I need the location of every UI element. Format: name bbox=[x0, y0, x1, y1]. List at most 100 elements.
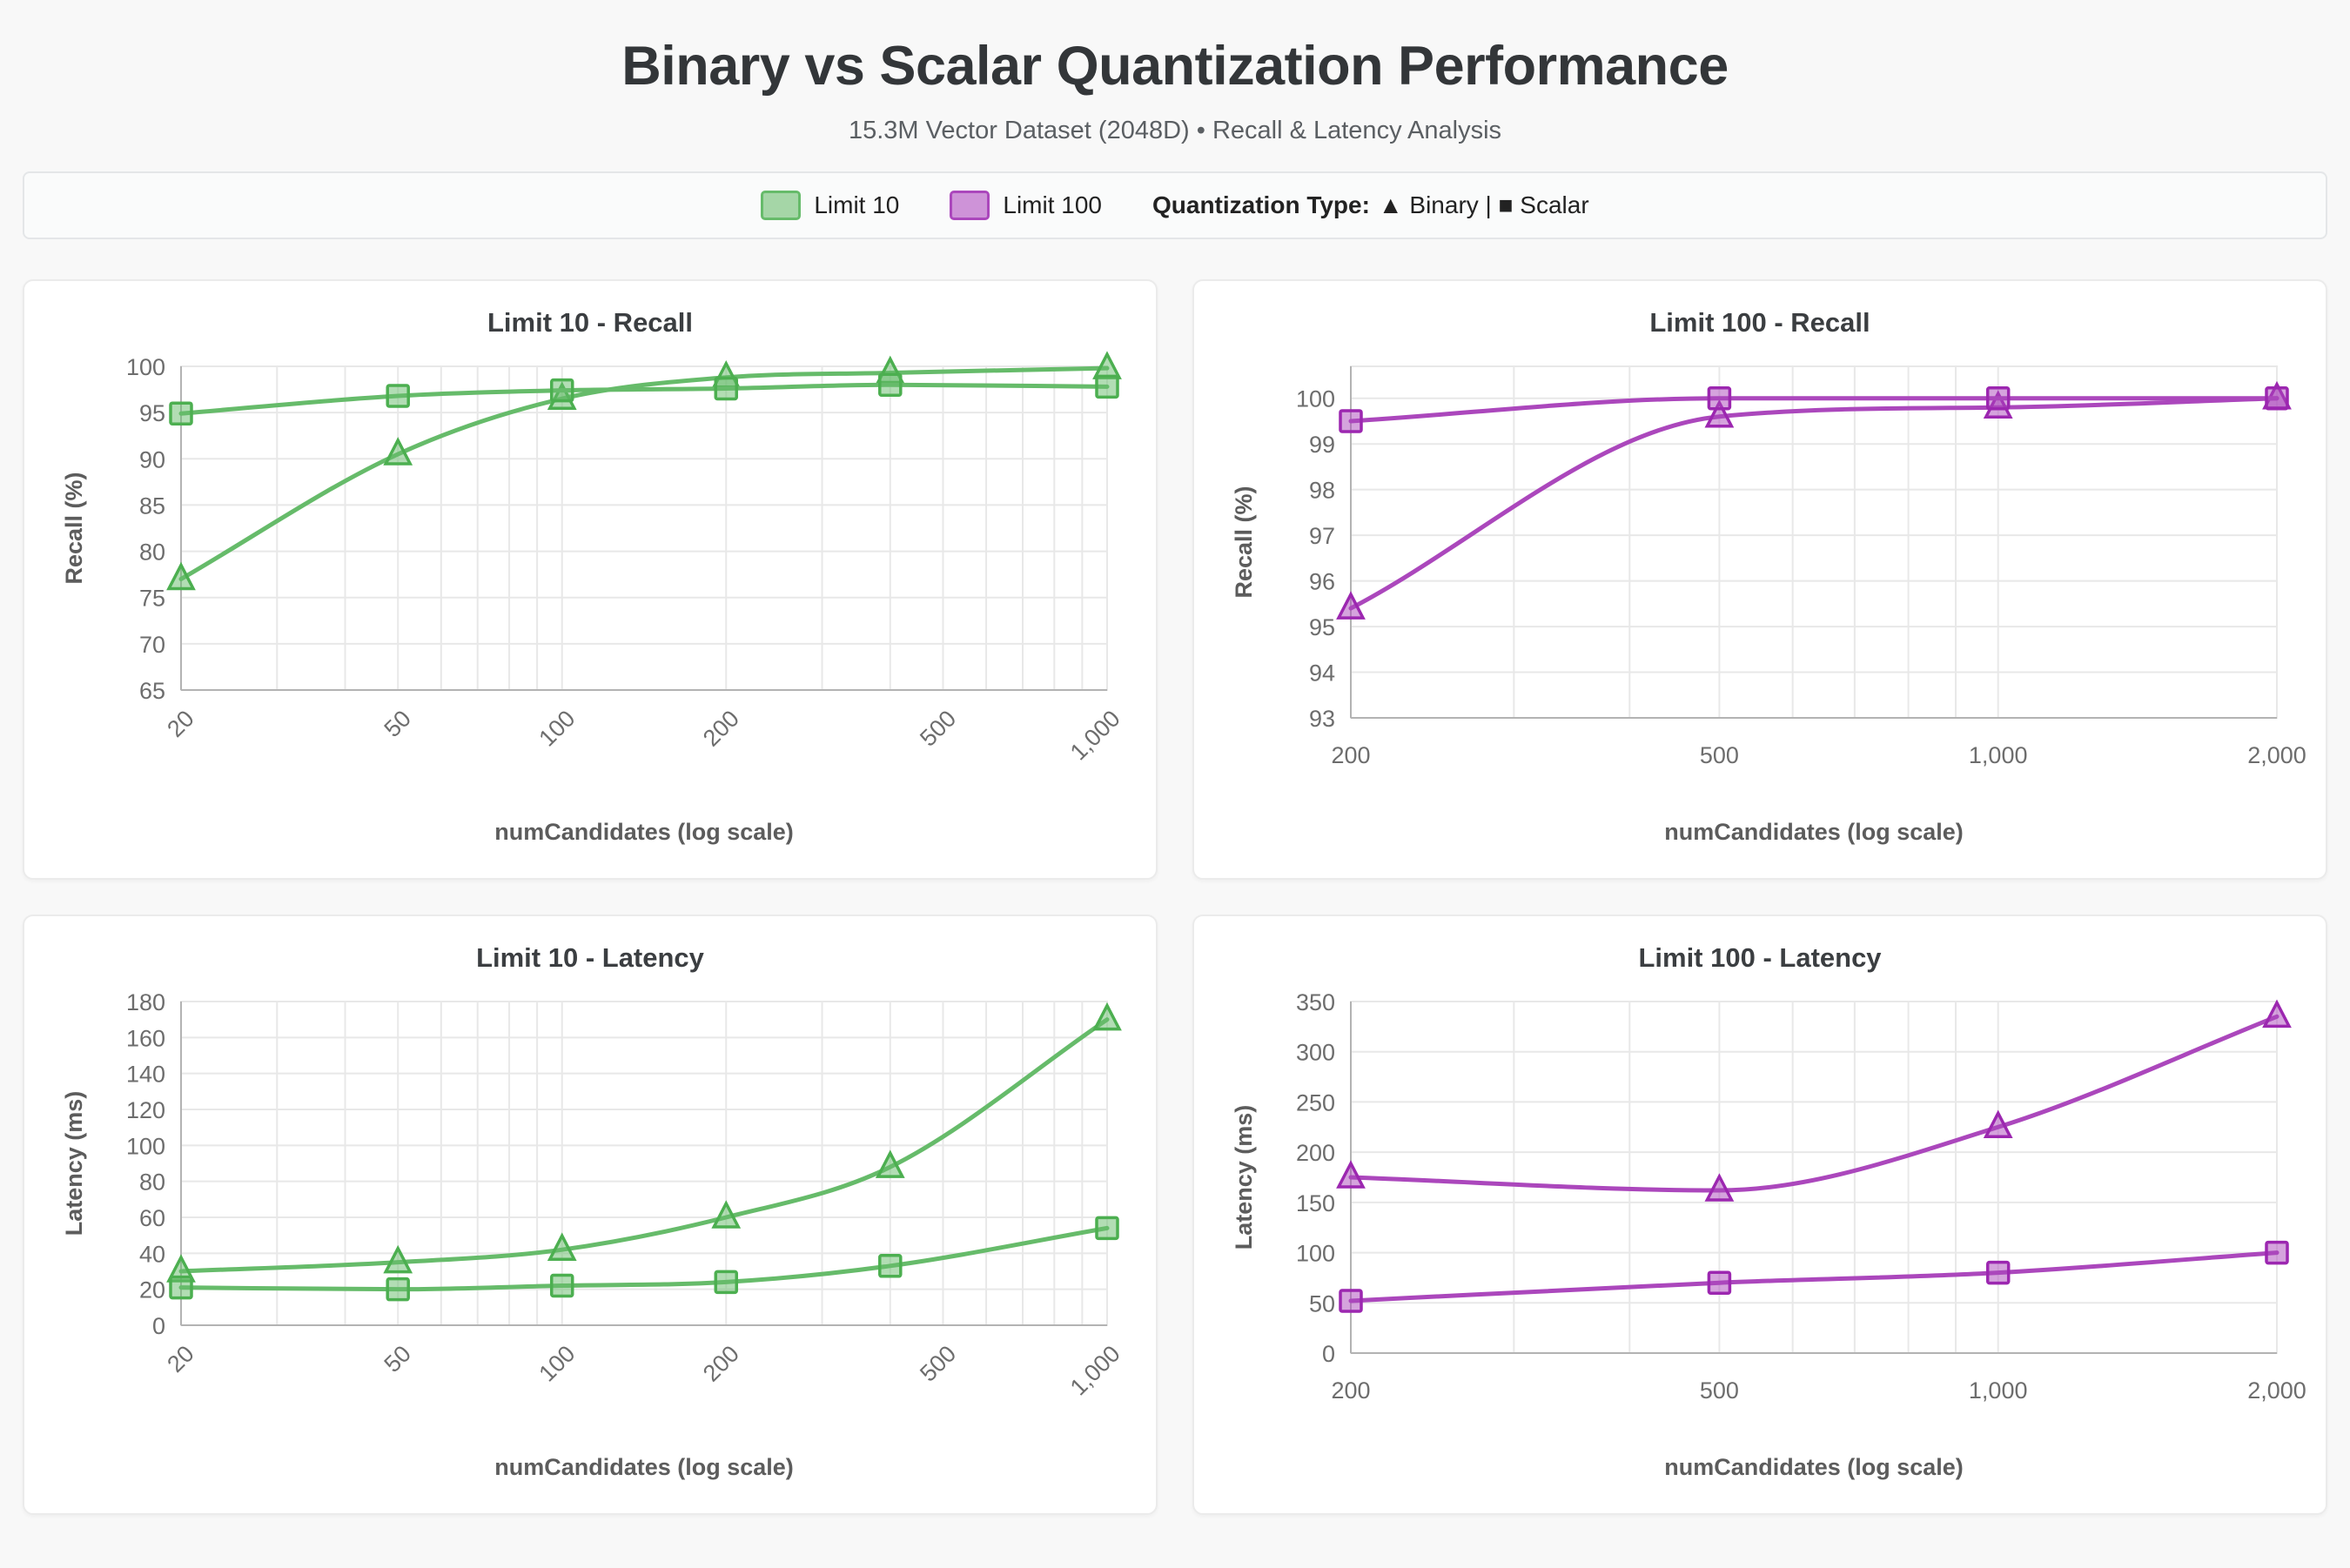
plot-border bbox=[180, 365, 1108, 691]
y-tick-label: 40 bbox=[139, 1241, 165, 1267]
x-tick-label: 50 bbox=[379, 706, 415, 742]
binary-triangle-marker[interactable] bbox=[383, 437, 413, 466]
x-tick-label: 50 bbox=[379, 1341, 415, 1377]
y-tick-label: 350 bbox=[1296, 989, 1335, 1015]
binary-triangle-marker[interactable] bbox=[1704, 1173, 1735, 1202]
x-tick-label: 2,000 bbox=[2247, 1377, 2306, 1404]
y-tick-label: 160 bbox=[126, 1025, 165, 1051]
x-tick-label: 1,000 bbox=[1065, 706, 1125, 766]
y-tick-label: 98 bbox=[1309, 478, 1335, 504]
scalar-square-marker[interactable] bbox=[1707, 385, 1732, 411]
y-tick-label: 80 bbox=[139, 1169, 165, 1196]
x-tick-label: 20 bbox=[162, 1341, 198, 1377]
limit-10-swatch-icon bbox=[761, 191, 802, 220]
y-tick-label: 97 bbox=[1309, 523, 1335, 549]
y-tick-label: 65 bbox=[139, 678, 165, 704]
binary-triangle-marker[interactable] bbox=[1092, 1002, 1122, 1031]
y-tick-label: 95 bbox=[1309, 614, 1335, 640]
plot-border bbox=[1350, 1001, 2278, 1354]
y-tick-label: 60 bbox=[139, 1205, 165, 1231]
y-tick-label: 99 bbox=[1309, 432, 1335, 458]
y-tick-label: 50 bbox=[1309, 1290, 1335, 1317]
y-axis-title: Latency (ms) bbox=[61, 1091, 87, 1236]
plot-border bbox=[1350, 365, 2278, 719]
chart-card-limit-100-recall: Limit 100 - Recall 93 94 95 96 97 98 99 100 200 5… bbox=[1192, 279, 2327, 880]
x-tick-label: 20 bbox=[162, 706, 198, 742]
y-tick-label: 94 bbox=[1309, 660, 1335, 687]
legend-label-limit-100: Limit 100 bbox=[1003, 191, 1102, 218]
line-chart-limit-100-latency[interactable]: 0 50 100 150 200 250 300 350 200 500 1,000 2,000 num… bbox=[1194, 977, 2326, 1499]
y-tick-label: 0 bbox=[1322, 1341, 1335, 1367]
x-tick-label: 200 bbox=[1331, 742, 1370, 768]
scalar-square-marker[interactable] bbox=[169, 401, 193, 426]
scalar-square-marker[interactable] bbox=[1095, 374, 1119, 399]
line-chart-limit-100-recall[interactable]: 93 94 95 96 97 98 99 100 200 500 1,000 2,000 numCand… bbox=[1194, 342, 2326, 864]
chart-title-limit-100-recall: Limit 100 - Recall bbox=[1649, 307, 1870, 338]
binary-triangle-marker[interactable] bbox=[166, 561, 196, 591]
binary-triangle-marker[interactable] bbox=[1336, 1160, 1366, 1189]
y-tick-label: 200 bbox=[1296, 1140, 1335, 1166]
y-tick-label: 150 bbox=[1296, 1190, 1335, 1216]
binary-triangle-marker[interactable] bbox=[875, 1149, 905, 1178]
x-tick-label: 500 bbox=[915, 706, 961, 752]
scalar-square-marker[interactable] bbox=[2265, 1240, 2289, 1265]
binary-triangle-marker[interactable] bbox=[547, 1232, 577, 1261]
x-tick-label: 100 bbox=[534, 1341, 580, 1387]
scalar-square-marker[interactable] bbox=[169, 1275, 193, 1300]
legend-label-limit-10: Limit 10 bbox=[814, 191, 900, 218]
chart-card-limit-10-latency: Limit 10 - Latency 0 20 40 60 80 100 120 140 160… bbox=[23, 915, 1158, 1515]
page-subtitle: 15.3M Vector Dataset (2048D) • Recall & … bbox=[848, 117, 1502, 144]
x-tick-label: 200 bbox=[698, 1341, 744, 1387]
scalar-square-marker[interactable] bbox=[2265, 385, 2289, 411]
scalar-square-marker[interactable] bbox=[386, 384, 410, 408]
chart-title-limit-10-recall: Limit 10 - Recall bbox=[487, 307, 694, 338]
limit-100-swatch-icon bbox=[950, 191, 990, 220]
scalar-square-marker[interactable] bbox=[1985, 385, 2011, 411]
x-axis-title: numCandidates (log scale) bbox=[494, 819, 794, 845]
legend-item-limit-10: Limit 10 bbox=[761, 191, 899, 220]
y-tick-label: 20 bbox=[139, 1277, 165, 1303]
y-tick-label: 100 bbox=[1296, 1241, 1335, 1267]
scalar-square-marker[interactable] bbox=[386, 1277, 410, 1302]
gridlines bbox=[180, 365, 1108, 691]
gridlines bbox=[180, 1001, 1108, 1326]
series-line-scalar bbox=[178, 382, 1110, 416]
scalar-square-marker[interactable] bbox=[878, 372, 903, 398]
y-tick-label: 100 bbox=[126, 1133, 165, 1159]
chart-card-limit-100-latency: Limit 100 - Latency 0 50 100 150 200 250 300 35… bbox=[1192, 915, 2327, 1515]
binary-triangle-marker[interactable] bbox=[1336, 591, 1366, 620]
x-tick-label: 1,000 bbox=[1065, 1341, 1125, 1401]
binary-triangle-marker[interactable] bbox=[1983, 1109, 2013, 1139]
series-line-binary bbox=[1348, 1014, 2280, 1193]
scalar-square-marker[interactable] bbox=[714, 376, 739, 401]
gridlines bbox=[1350, 1001, 2278, 1354]
legend-bar: Limit 10 Limit 100 Quantization Type: ▲ … bbox=[23, 171, 2327, 239]
series-line-binary bbox=[178, 1017, 1110, 1274]
binary-triangle-marker[interactable] bbox=[711, 1200, 742, 1229]
y-tick-label: 85 bbox=[139, 493, 165, 519]
x-tick-label: 1,000 bbox=[1969, 1377, 2028, 1404]
scalar-square-marker[interactable] bbox=[1985, 1260, 2011, 1285]
chart-title-limit-100-latency: Limit 100 - Latency bbox=[1638, 942, 1882, 973]
y-tick-label: 80 bbox=[139, 539, 165, 566]
scalar-square-marker[interactable] bbox=[1339, 409, 1363, 433]
y-tick-label: 100 bbox=[1296, 386, 1335, 412]
binary-triangle-marker[interactable] bbox=[383, 1244, 413, 1274]
x-tick-label: 2,000 bbox=[2247, 742, 2306, 768]
scalar-square-marker[interactable] bbox=[549, 378, 574, 403]
binary-triangle-marker[interactable] bbox=[1704, 399, 1735, 428]
quantization-type-legend: Quantization Type: ▲ Binary | ■ Scalar bbox=[1152, 191, 1589, 219]
binary-triangle-marker[interactable] bbox=[2262, 999, 2292, 1029]
scalar-square-marker[interactable] bbox=[878, 1254, 903, 1278]
series-line-binary bbox=[1348, 396, 2280, 611]
scalar-square-marker[interactable] bbox=[1095, 1216, 1119, 1241]
scalar-square-marker[interactable] bbox=[1707, 1270, 1732, 1295]
line-chart-limit-10-recall[interactable]: 65 70 75 80 85 90 95 100 20 50 100 200 500 1,000 numCa… bbox=[24, 342, 1156, 864]
y-tick-label: 120 bbox=[126, 1097, 165, 1123]
scalar-square-marker[interactable] bbox=[1339, 1289, 1363, 1313]
x-tick-label: 200 bbox=[698, 706, 744, 752]
scalar-square-marker[interactable] bbox=[714, 1270, 739, 1295]
scalar-square-marker[interactable] bbox=[549, 1273, 574, 1298]
y-tick-label: 250 bbox=[1296, 1089, 1335, 1116]
